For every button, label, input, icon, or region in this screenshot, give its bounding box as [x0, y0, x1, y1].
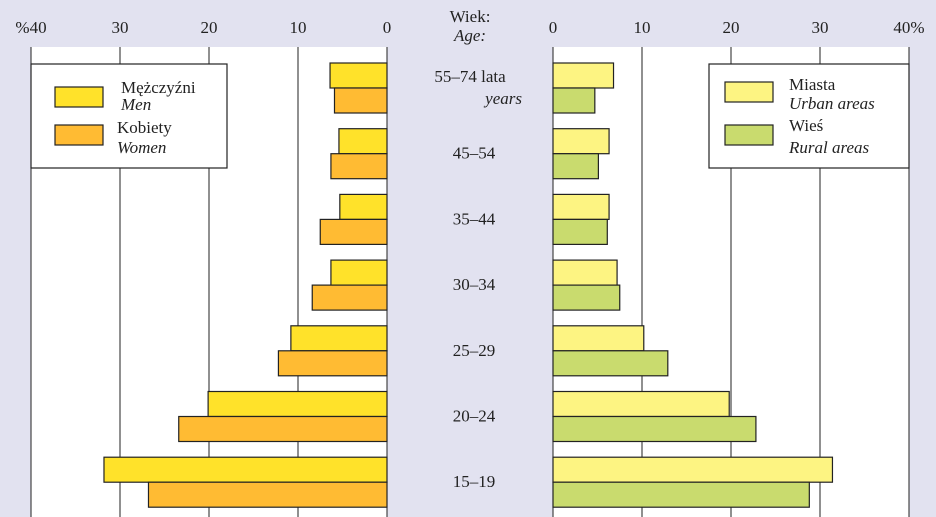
age-header-pl: Wiek:	[450, 7, 491, 26]
age-label: 55–74 lata	[434, 67, 506, 86]
women-bar	[178, 415, 388, 443]
women-bar	[330, 153, 388, 180]
age-sublabel: years	[483, 89, 522, 108]
right-tick-label: 40%	[893, 18, 924, 37]
left-tick-label: 20	[201, 18, 218, 37]
right-tick-label: 30	[812, 18, 829, 37]
left-tick-label: 0	[383, 18, 392, 37]
men-bar	[339, 193, 388, 220]
urban-bar	[552, 259, 618, 286]
legend-women-label: Kobiety	[117, 118, 172, 137]
urban-bar	[552, 456, 834, 483]
rural-bar	[552, 218, 608, 245]
urban-bar	[552, 62, 615, 89]
women-bar	[277, 350, 388, 377]
right-tick-label: 10	[634, 18, 651, 37]
right-tick-label: 20	[723, 18, 740, 37]
right-bars	[552, 62, 834, 508]
left-tick-labels: %40 30 20 10 0	[15, 18, 391, 37]
legend-men-label-en: Men	[120, 95, 151, 114]
urban-bar	[552, 128, 610, 155]
legend-women-swatch	[54, 124, 104, 146]
age-label: 15–19	[453, 472, 496, 491]
women-bar	[319, 218, 388, 245]
left-tick-label: %40	[15, 18, 46, 37]
age-label: 25–29	[453, 341, 496, 360]
men-bar	[290, 325, 388, 352]
rural-bar	[552, 153, 599, 180]
women-bar	[147, 481, 388, 508]
legend-left-box	[30, 63, 228, 169]
left-bars	[103, 62, 388, 508]
legend-rural-label-en: Rural areas	[788, 138, 870, 157]
women-bar	[311, 284, 388, 311]
men-bar	[207, 390, 388, 418]
rural-bar	[552, 481, 810, 508]
legend-women-label-en: Women	[117, 138, 166, 157]
age-labels: 55–74 lata years 45–54 35–44 30–34 25–29 20–24…	[434, 67, 522, 491]
legend-right: Miasta Urban areas Wieś Rural areas	[708, 63, 910, 169]
rural-bar	[552, 415, 757, 443]
rural-bar	[552, 87, 596, 114]
legend-urban-label: Miasta	[789, 75, 836, 94]
legend-urban-label-en: Urban areas	[789, 94, 875, 113]
left-tick-label: 30	[112, 18, 129, 37]
men-bar	[103, 456, 388, 483]
right-tick-label: 0	[549, 18, 558, 37]
urban-bar	[552, 193, 610, 220]
legend-men-swatch	[54, 86, 104, 108]
men-bar	[338, 128, 388, 155]
left-tick-label: 10	[290, 18, 307, 37]
legend-urban-swatch	[724, 81, 774, 103]
legend-rural-swatch	[724, 124, 774, 146]
rural-bar	[552, 284, 621, 311]
men-bar	[330, 259, 388, 286]
right-tick-labels: 0 10 20 30 40%	[549, 18, 925, 37]
rural-bar	[552, 350, 669, 377]
age-label: 45–54	[453, 144, 496, 163]
age-header-en: Age:	[453, 26, 486, 45]
age-label: 35–44	[453, 209, 496, 228]
legend-right-box	[708, 63, 910, 169]
age-label: 30–34	[453, 275, 496, 294]
legend-men-label: Mężczyźni	[121, 78, 196, 97]
urban-bar	[552, 390, 730, 418]
women-bar	[333, 87, 388, 114]
urban-bar	[552, 325, 645, 352]
age-label: 20–24	[453, 407, 496, 426]
legend-left: Mężczyźni Men Kobiety Women	[30, 63, 228, 169]
legend-rural-label: Wieś	[789, 116, 823, 135]
men-bar	[329, 62, 388, 89]
